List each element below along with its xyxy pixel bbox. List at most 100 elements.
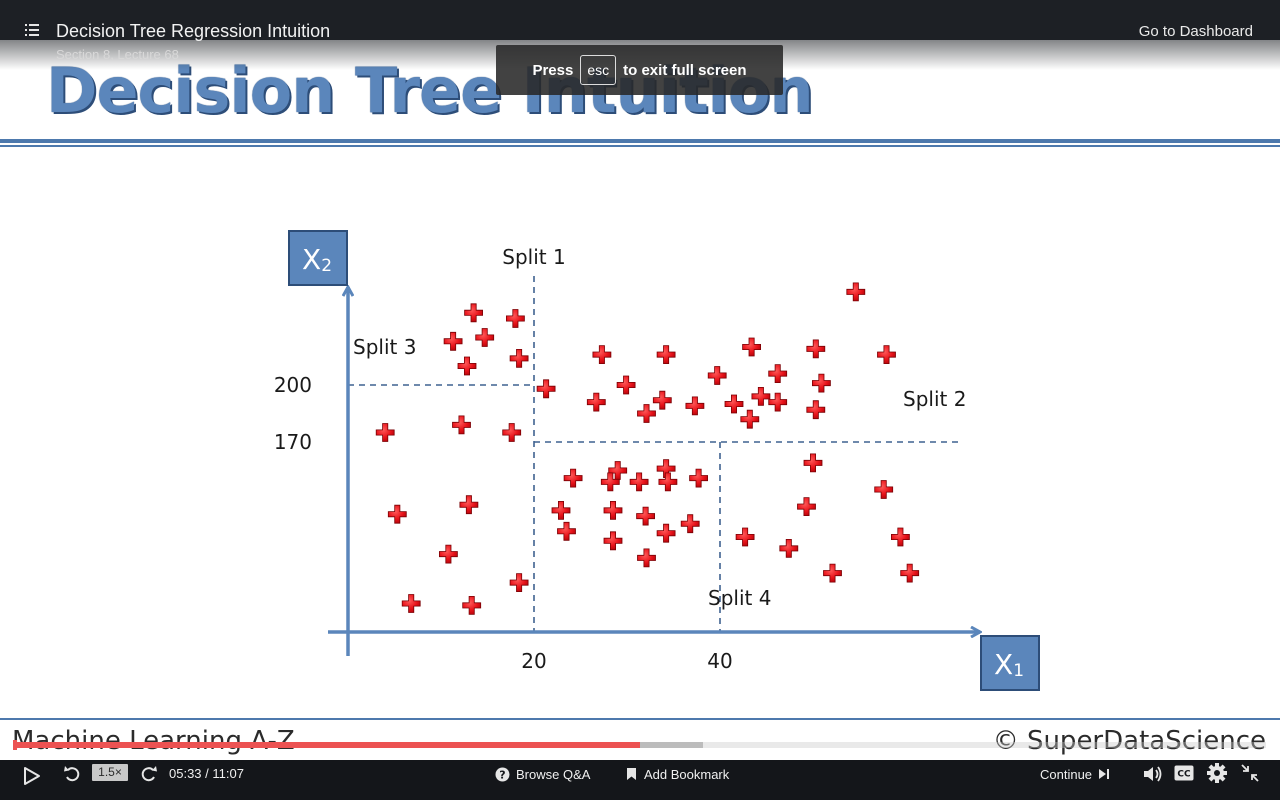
fullscreen-toast-suffix: to exit full screen [623,61,747,79]
video-frame[interactable]: Decision Tree Intuition X2 X1 20 40 200 170 S… [0,0,1280,760]
curriculum-menu-button[interactable] [24,22,40,38]
data-point-cross [506,309,525,328]
data-point [637,548,656,568]
data-point-cross [689,468,708,488]
data-point [438,544,458,564]
data-point-cross [900,563,920,583]
data-point [735,527,755,547]
fullscreen-toast: Press esc to exit full screen [496,45,783,95]
data-point [779,539,799,558]
data-point-cross [457,356,477,376]
data-point [656,345,676,365]
slide-course-name: Machine Learning A-Z [12,726,295,756]
data-point-cross [603,531,623,551]
x-tick-label-1: 40 [707,649,732,673]
data-point-cross [536,379,556,399]
data-point-cross [387,504,407,524]
data-point [874,480,894,499]
time-separator: / [201,766,213,781]
data-point-cross [768,364,788,384]
play-button[interactable] [20,765,42,787]
rewind-button[interactable] [62,764,82,784]
data-point [401,594,421,613]
exit-fullscreen-icon [1241,764,1259,782]
browse-qa-button[interactable]: ? Browse Q&A [495,764,590,784]
closed-captions-icon: CC [1174,765,1194,781]
data-point-cross [806,400,826,420]
data-point-cross [877,345,896,365]
data-point [452,415,471,435]
volume-button[interactable] [1141,763,1163,785]
data-point [900,563,920,583]
add-bookmark-button[interactable]: Add Bookmark [626,764,729,784]
lecture-title: Decision Tree Regression Intuition [56,21,331,41]
data-point [636,506,655,526]
data-point-cross [557,521,576,541]
data-point-cross [685,396,705,416]
data-point-cross [502,423,522,442]
question-icon: ? [495,767,510,781]
data-point-cross [803,453,823,473]
playback-rate-button[interactable]: 1.5× [92,764,128,781]
data-point [707,366,727,385]
data-point [652,390,672,410]
data-point [603,531,623,551]
volume-icon [1144,766,1162,782]
split-label-2: Split 2 [903,387,966,411]
rewind-icon [64,766,80,782]
data-point-cross [637,404,656,423]
data-point-cross [475,328,495,347]
continue-button[interactable]: Continue [1040,764,1110,784]
data-point [742,337,761,357]
data-point [806,339,826,359]
duration: 11:07 [212,766,244,781]
slide-title-rule [0,139,1280,143]
skip-next-icon [1099,769,1110,779]
data-point [740,409,760,429]
data-point [509,348,529,368]
gear-icon [1207,763,1227,783]
data-point-cross [658,472,678,492]
split-label-3: Split 3 [353,335,416,359]
forward-button[interactable] [139,764,159,784]
continue-label: Continue [1040,766,1093,782]
data-point [509,573,529,592]
captions-button[interactable]: CC [1174,765,1194,781]
data-point [797,497,816,517]
data-point-cross [509,573,529,592]
data-point [457,356,477,376]
split-label-1: Split 1 [502,245,565,269]
slide-footer-rule [0,718,1280,720]
data-point-cross [806,339,826,359]
forward-icon [141,766,157,782]
go-to-dashboard-link[interactable]: Go to Dashboard [1138,23,1253,40]
play-icon [24,767,40,785]
data-point [656,523,676,543]
data-point [803,453,823,473]
settings-button[interactable] [1206,762,1228,784]
esc-key-badge: esc [580,55,617,85]
data-point [557,521,576,541]
data-point [462,596,482,615]
lecture-section-label: Section 8, Lecture 68 [56,47,179,62]
data-point-cross [680,514,700,534]
data-point [812,373,831,393]
slide-copyright: © SuperDataScience [992,726,1266,756]
progress-bar[interactable] [13,740,1266,750]
y-tick-label-1: 170 [274,430,312,454]
list-icon [25,24,39,36]
svg-text:CC: CC [1177,770,1191,780]
bookmark-icon [627,768,636,780]
data-point-cross [656,523,676,543]
data-point [592,345,612,365]
data-point-cross [652,390,672,410]
data-point [464,303,484,323]
progress-handle[interactable] [13,740,17,750]
y-axis-label-box [288,230,348,286]
exit-fullscreen-button[interactable] [1240,763,1260,783]
data-point-cross [438,544,458,564]
data-point [629,472,649,492]
data-point-cross [603,500,623,520]
data-point-cross [375,423,395,442]
data-point-cross [823,563,842,583]
